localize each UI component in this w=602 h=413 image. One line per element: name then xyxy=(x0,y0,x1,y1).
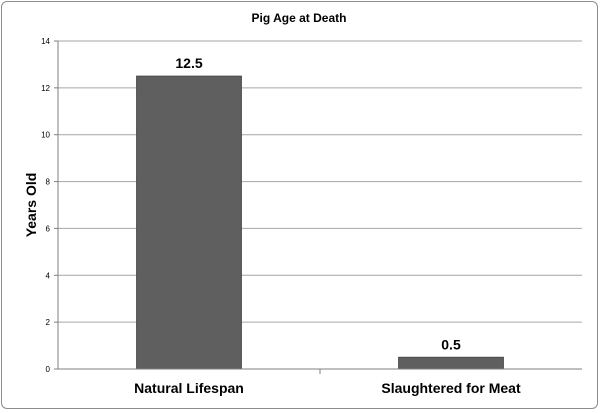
data-labels: 12.5 0.5 xyxy=(175,55,461,352)
data-label-1: 0.5 xyxy=(441,336,461,352)
chart-title: Pig Age at Death xyxy=(252,11,347,25)
y-tick-label-12: 12 xyxy=(41,84,50,93)
y-tick-labels: 0 2 4 6 8 10 12 14 xyxy=(41,37,50,374)
y-tick-label-4: 4 xyxy=(46,271,51,280)
category-label-1: Slaughtered for Meat xyxy=(381,380,521,396)
data-label-0: 12.5 xyxy=(175,55,202,71)
y-tick-label-6: 6 xyxy=(46,224,51,233)
bars xyxy=(136,75,504,370)
y-tick-label-14: 14 xyxy=(41,37,50,46)
bar-1 xyxy=(398,356,504,370)
category-label-0: Natural Lifespan xyxy=(134,380,244,396)
y-tick-label-8: 8 xyxy=(46,178,51,187)
y-tick-label-10: 10 xyxy=(41,131,50,140)
y-tick-label-0: 0 xyxy=(46,365,51,374)
y-axis-label: Years Old xyxy=(23,173,39,238)
x-category-labels: Natural Lifespan Slaughtered for Meat xyxy=(134,380,521,396)
axes xyxy=(54,40,582,374)
y-tick-label-2: 2 xyxy=(46,318,51,327)
chart-frame xyxy=(1,1,598,409)
bar-0 xyxy=(136,75,242,370)
